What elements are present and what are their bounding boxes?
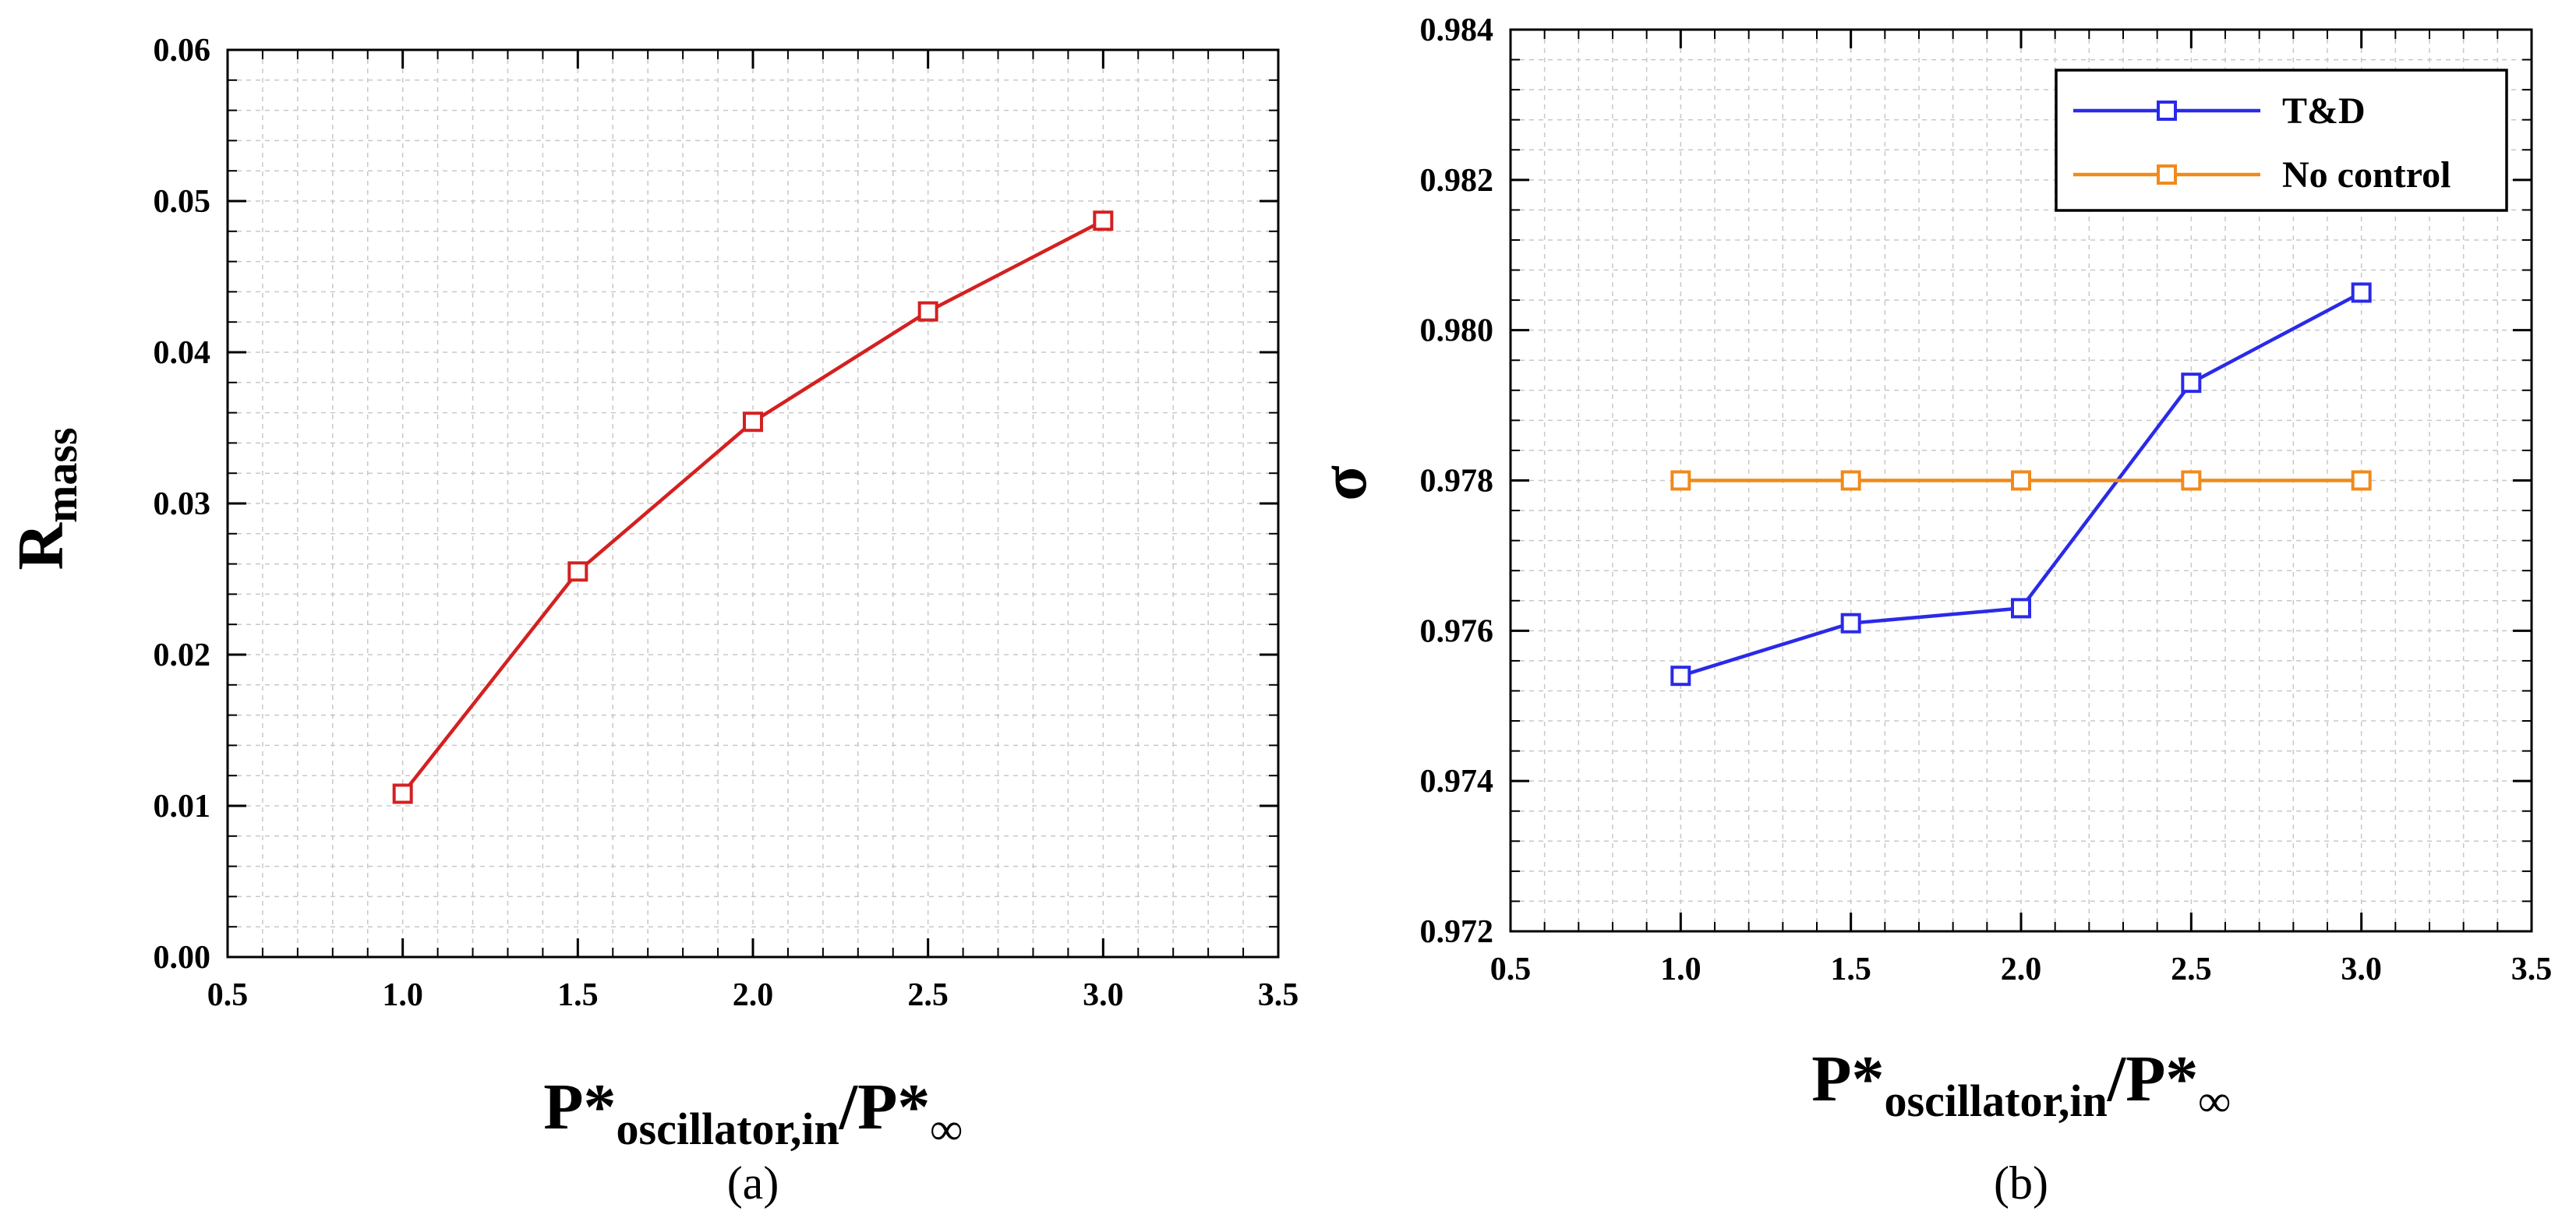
x-tick-label: 1.0 [382,977,423,1013]
y-axis-title-sub: mass [36,427,87,522]
y-tick-label: 0.01 [154,789,211,825]
y-tick-label: 0.974 [1420,764,1494,800]
y-axis-title: σ [1308,465,1380,501]
x-tick-label: 0.5 [207,977,249,1013]
chart-panel-b: 0.5 1.0 1.5 2.0 2.5 3.0 3.5 0.972 0.974 0.976 0.97… [1308,12,2552,1209]
x-tick-label: 3.0 [2341,952,2382,987]
x-tick-label: 3.5 [2511,952,2553,987]
y-tick-label: 0.972 [1420,914,1494,950]
legend-marker [2157,101,2177,121]
y-tick-label: 0.982 [1420,163,1494,199]
legend-label: No control [2282,154,2451,196]
y-tick-label: 0.00 [154,940,211,976]
data-point [2181,470,2202,491]
y-tick-label: 0.978 [1420,464,1494,500]
legend-label: T&D [2282,90,2366,132]
y-tick-label: 0.976 [1420,613,1494,649]
data-point [392,783,413,804]
y-tick-label: 0.05 [154,184,211,220]
data-point [2011,470,2031,491]
x-tick-label: 3.0 [1083,977,1124,1013]
data-point [1840,470,1861,491]
grid [228,50,1278,957]
x-tick-label: 2.5 [2171,952,2212,987]
chart-panel-a: 0.5 1.0 1.5 2.0 2.5 3.0 3.5 0.00 0.01 0.02 0.03 0.0… [5,33,1299,1209]
legend-marker [2157,164,2177,185]
x-axis-title-main: P* [1811,1043,1884,1115]
y-axis-title-main: R [5,522,77,570]
x-axis-title-sub: oscillator,in [1885,1075,2108,1126]
y-tick-label: 0.984 [1420,12,1494,48]
x-axis-title-sub2: ∞ [2198,1075,2230,1126]
y-tick-label: 0.04 [154,335,211,371]
x-axis-title: P*oscillator,in/P*∞ [543,1071,963,1154]
data-point [2181,373,2202,394]
legend: T&D No control [2055,69,2508,212]
x-tick-label: 1.5 [1830,952,1871,987]
data-point [743,411,763,433]
y-tick-label: 0.06 [154,33,211,69]
x-tick-label: 2.5 [907,977,949,1013]
series-r-mass [392,210,1114,804]
y-axis-title: Rmass [5,427,87,570]
x-tick-label: 2.0 [733,977,774,1013]
x-tick-label: 2.0 [2001,952,2042,987]
x-axis-title-denominator: /P* [839,1071,931,1143]
series-t-d [1670,282,2372,687]
data-point [1840,613,1861,634]
legend-box [2055,69,2508,212]
data-point [2351,470,2372,491]
data-point [1670,470,1691,491]
data-point [1670,666,1691,687]
x-axis-title-sub: oscillator,in [617,1104,839,1154]
data-point [917,301,938,322]
x-tick-label: 0.5 [1490,952,1532,987]
x-tick-label: 1.0 [1660,952,1701,987]
series-no-control [1670,470,2372,491]
y-axis-title-main: σ [1308,465,1380,501]
data-point [1093,210,1114,231]
panel-label: (a) [727,1157,779,1209]
x-tick-label: 3.5 [1258,977,1299,1013]
data-point [2011,598,2031,619]
ticks: 0.5 1.0 1.5 2.0 2.5 3.0 3.5 0.00 0.01 0.02 0.03 0.0… [154,33,1299,1013]
x-axis-title-denominator: /P* [2107,1043,2199,1115]
panel-label: (b) [1994,1157,2048,1209]
y-tick-label: 0.02 [154,637,211,673]
y-tick-label: 0.03 [154,486,211,522]
x-axis-title: P*oscillator,in/P*∞ [1811,1043,2231,1126]
data-point [2351,282,2372,303]
x-axis-title-sub2: ∞ [930,1104,962,1154]
ticks: 0.5 1.0 1.5 2.0 2.5 3.0 3.5 0.972 0.974 0.976 0.97… [1420,12,2553,987]
y-tick-label: 0.980 [1420,313,1494,349]
data-point [567,561,588,582]
x-tick-label: 1.5 [557,977,599,1013]
x-axis-title-main: P* [543,1071,616,1143]
